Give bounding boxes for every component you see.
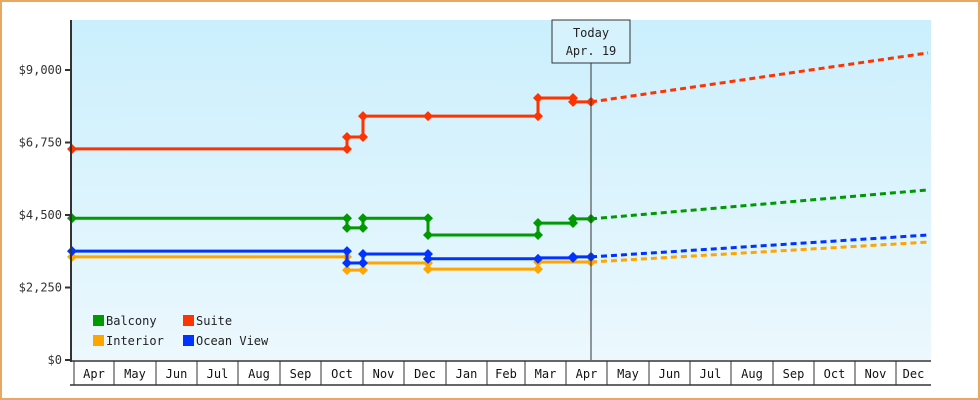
projection-line (590, 51, 929, 104)
series-ocean-view (67, 233, 929, 269)
y-axis: $0 $2,250 $4,500 $6,750 $9,000 (19, 20, 72, 367)
month-label: Mar (535, 367, 557, 381)
legend-label: Interior (106, 334, 164, 348)
month-label: Jul (207, 367, 229, 381)
series-balcony (67, 188, 929, 240)
legend: Balcony Suite Interior Ocean View (93, 314, 269, 348)
legend-item-suite[interactable]: Suite (183, 314, 232, 328)
data-point-marker[interactable] (358, 265, 368, 276)
data-point-marker[interactable] (568, 213, 578, 224)
month-label: Apr (576, 367, 598, 381)
month-label: Nov (865, 367, 887, 381)
data-point-marker[interactable] (568, 96, 578, 107)
data-point-marker[interactable] (533, 253, 543, 264)
data-point-marker[interactable] (423, 264, 433, 275)
data-point-marker[interactable] (358, 222, 368, 233)
today-marker: Today Apr. 19 (551, 19, 631, 360)
today-label-box (551, 19, 631, 64)
month-label: Jan (456, 367, 478, 381)
data-point-marker[interactable] (342, 258, 352, 269)
data-point-marker[interactable] (358, 213, 368, 224)
series-layer (67, 51, 929, 276)
legend-label: Suite (196, 314, 232, 328)
legend-item-balcony[interactable]: Balcony (93, 314, 157, 328)
y-tick-label: $6,750 (19, 136, 62, 150)
month-label: Nov (373, 367, 395, 381)
month-label: Jun (166, 367, 188, 381)
plot-area (72, 20, 931, 360)
legend-item-interior[interactable]: Interior (93, 334, 164, 348)
data-point-marker[interactable] (533, 111, 543, 122)
x-axis: Apr May Jun Jul Aug Sep Oct Nov Dec Jan Feb Mar Apr M… (70, 360, 931, 386)
data-point-marker[interactable] (533, 218, 543, 229)
data-point-marker[interactable] (423, 213, 433, 224)
y-tick-label: $4,500 (19, 208, 62, 222)
projection-line (590, 240, 929, 264)
projection-line (590, 188, 929, 221)
today-date: Apr. 19 (566, 44, 617, 58)
data-point-marker[interactable] (533, 264, 543, 275)
y-tick-label: $0 (48, 353, 62, 367)
data-point-marker[interactable] (342, 132, 352, 143)
data-point-marker[interactable] (342, 265, 352, 276)
month-label: Oct (824, 367, 846, 381)
data-point-marker[interactable] (568, 251, 578, 262)
month-label: Jul (700, 367, 722, 381)
today-label: Today (573, 26, 609, 40)
month-label: May (124, 367, 146, 381)
month-label: Feb (495, 367, 517, 381)
data-point-marker[interactable] (358, 111, 368, 122)
month-label: Sep (290, 367, 312, 381)
legend-swatch (183, 335, 194, 346)
month-label: Dec (414, 367, 436, 381)
legend-swatch (183, 315, 194, 326)
month-label: Sep (783, 367, 805, 381)
legend-swatch (93, 315, 104, 326)
y-tick-label: $9,000 (19, 63, 62, 77)
month-label: May (617, 367, 639, 381)
legend-item-ocean-view[interactable]: Ocean View (183, 334, 269, 348)
projection-line (590, 233, 929, 259)
legend-label: Balcony (106, 314, 157, 328)
month-label: Aug (248, 367, 270, 381)
month-label: Jun (659, 367, 681, 381)
data-point-marker[interactable] (358, 248, 368, 259)
data-point-marker[interactable] (342, 213, 352, 224)
data-point-marker[interactable] (423, 253, 433, 264)
data-point-marker[interactable] (342, 222, 352, 233)
data-point-marker[interactable] (342, 246, 352, 257)
month-label: Apr (83, 367, 105, 381)
data-point-marker[interactable] (423, 229, 433, 240)
data-point-marker[interactable] (533, 93, 543, 104)
month-label: Oct (331, 367, 353, 381)
month-label: Aug (741, 367, 763, 381)
legend-swatch (93, 335, 104, 346)
data-point-marker[interactable] (342, 143, 352, 154)
month-label: Dec (903, 367, 925, 381)
data-point-marker[interactable] (358, 132, 368, 143)
data-point-marker[interactable] (533, 229, 543, 240)
legend-label: Ocean View (196, 334, 269, 348)
y-tick-label: $2,250 (19, 281, 62, 295)
data-point-marker[interactable] (358, 258, 368, 269)
data-point-marker[interactable] (423, 111, 433, 122)
